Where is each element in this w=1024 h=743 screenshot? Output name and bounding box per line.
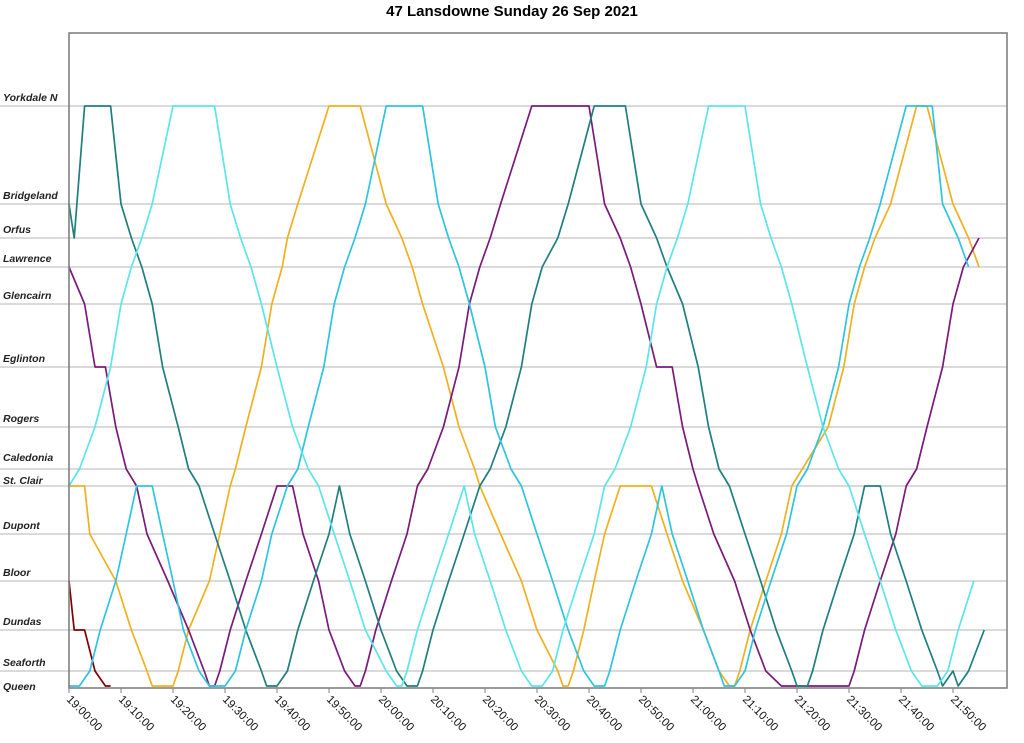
stop-label-caledonia: Caledonia [3,452,53,464]
x-tick-label: 19:20:00 [168,694,208,734]
plot-frame [68,32,1008,689]
x-tick-label: 20:00:00 [376,694,416,734]
vehicle-trace-2 [69,105,980,687]
x-axis-ticks: 19:00:00 19:10:00 19:20:00 19:30:00 19:40:00… [64,688,988,734]
vehicle-trace-4 [68,105,985,687]
stop-label-yorkdale-n: Yorkdale N [3,92,58,104]
stop-label-st-clair: St. Clair [3,475,44,487]
stop-label-rogers: Rogers [3,413,39,425]
stop-label-bridgeland: Bridgeland [3,190,58,202]
vehicle-trace-6 [68,105,975,687]
stop-label-glencairn: Glencairn [3,290,51,302]
x-tick-label: 19:00:00 [64,694,104,734]
x-tick-label: 19:30:00 [220,694,260,734]
x-tick-label: 20:10:00 [428,694,468,734]
x-tick-label: 21:40:00 [896,694,936,734]
x-tick-label: 19:40:00 [272,694,312,734]
series-layer [68,105,985,687]
stop-label-queen: Queen [3,681,36,693]
x-tick-label: 21:00:00 [688,694,728,734]
chart-title: 47 Lansdowne Sunday 26 Sep 2021 [386,3,638,20]
x-tick-label: 21:30:00 [844,694,884,734]
x-tick-label: 21:20:00 [792,694,832,734]
stop-label-seaforth: Seaforth [3,657,46,669]
stop-label-dupont: Dupont [3,520,40,532]
stop-label-eglinton: Eglinton [3,353,45,365]
grid-layer [0,105,1007,672]
x-tick-label: 20:40:00 [584,694,624,734]
x-tick-label: 19:10:00 [116,694,156,734]
x-tick-label: 20:20:00 [480,694,520,734]
stop-label-lawrence: Lawrence [3,253,52,265]
vehicle-trace-1 [68,580,111,687]
vehicle-trace-5 [69,105,970,687]
x-tick-label: 21:50:00 [948,694,988,734]
vehicle-trace-3 [68,105,980,687]
x-tick-label: 20:50:00 [636,694,676,734]
x-tick-label: 20:30:00 [532,694,572,734]
stop-label-dundas: Dundas [3,616,42,628]
stop-labels: Yorkdale N Bridgeland Orfus Lawrence Glencai… [3,92,58,693]
x-tick-label: 21:10:00 [740,694,780,734]
stop-label-orfus: Orfus [3,224,31,236]
x-tick-label: 19:50:00 [324,694,364,734]
stop-label-bloor: Bloor [3,567,31,579]
